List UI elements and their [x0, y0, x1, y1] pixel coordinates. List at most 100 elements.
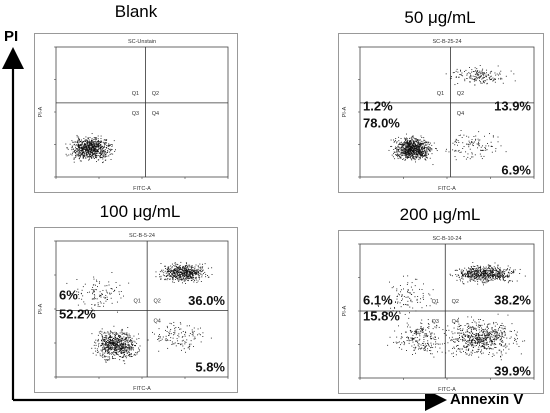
event-dot — [176, 263, 178, 265]
event-dot — [473, 279, 475, 281]
event-dot — [462, 337, 464, 339]
event-dot — [495, 336, 497, 338]
event-dot — [92, 286, 94, 288]
event-dot — [102, 146, 104, 148]
event-dot — [476, 279, 478, 280]
event-dot — [196, 282, 198, 284]
event-dot — [115, 348, 117, 350]
event-dot — [71, 154, 73, 156]
event-dot — [111, 272, 113, 273]
event-dot — [118, 348, 120, 350]
event-dot — [82, 141, 84, 143]
event-dot — [400, 336, 402, 338]
event-dot — [73, 150, 75, 152]
event-dot — [90, 152, 92, 154]
event-dot — [504, 330, 505, 332]
event-dot — [117, 338, 119, 340]
event-dot — [179, 272, 181, 273]
event-dot — [113, 341, 115, 343]
event-dot — [108, 144, 110, 146]
event-dot — [524, 275, 526, 277]
event-dot — [128, 335, 130, 337]
event-dot — [462, 278, 464, 280]
event-dot — [504, 345, 506, 347]
event-dot — [462, 271, 464, 273]
event-dot — [417, 151, 419, 153]
event-dot — [490, 272, 492, 273]
event-dot — [425, 152, 427, 154]
event-dot — [82, 148, 84, 150]
event-dot — [461, 72, 463, 74]
event-dot — [402, 148, 404, 150]
event-dot — [470, 269, 472, 271]
event-dot — [469, 327, 471, 329]
event-dot — [400, 333, 402, 335]
event-dot — [109, 293, 111, 295]
event-dot — [393, 341, 395, 343]
event-dot — [461, 330, 463, 332]
event-dot — [115, 345, 117, 347]
event-dot — [123, 360, 125, 362]
event-dot — [101, 328, 103, 330]
event-dot — [470, 280, 472, 282]
event-dot — [126, 340, 128, 342]
event-dot — [101, 148, 103, 150]
event-dot — [423, 146, 425, 147]
event-dot — [192, 335, 194, 337]
event-dot — [90, 155, 92, 157]
event-dot — [99, 155, 101, 157]
event-dot — [420, 143, 422, 145]
event-dot — [463, 350, 465, 352]
event-dot — [482, 271, 483, 273]
event-dot — [123, 352, 125, 354]
event-dot — [90, 149, 92, 151]
event-dot — [192, 272, 194, 274]
event-dot — [123, 295, 124, 297]
event-dot — [458, 142, 460, 143]
event-dot — [472, 156, 474, 158]
event-dot — [119, 351, 121, 353]
event-dot — [182, 271, 184, 273]
event-dot — [454, 144, 456, 146]
event-dot — [95, 150, 97, 152]
event-dot — [133, 349, 134, 351]
event-dot — [124, 356, 126, 358]
event-dot — [495, 331, 497, 333]
event-dot — [105, 332, 107, 334]
event-dot — [81, 141, 83, 143]
event-dot — [85, 144, 87, 145]
event-dot — [188, 335, 190, 337]
event-dot — [190, 277, 192, 279]
event-dot — [400, 306, 402, 308]
event-dot — [94, 291, 95, 293]
event-dot — [96, 161, 97, 163]
event-dot — [91, 289, 93, 290]
event-dot — [86, 143, 88, 145]
event-dot — [483, 341, 485, 343]
event-dot — [104, 343, 106, 345]
event-dot — [95, 137, 97, 139]
event-dot — [86, 149, 88, 151]
event-dot — [428, 145, 430, 147]
event-dot — [473, 278, 475, 280]
event-dot — [420, 298, 421, 300]
event-dot — [109, 330, 111, 332]
event-dot — [420, 344, 422, 346]
event-dot — [510, 280, 512, 282]
event-dot — [105, 300, 107, 302]
event-dot — [120, 339, 122, 341]
event-dot — [123, 343, 125, 345]
event-dot — [93, 148, 95, 150]
event-dot — [468, 348, 470, 350]
event-dot — [467, 340, 469, 342]
event-dot — [417, 340, 419, 342]
event-dot — [474, 280, 476, 282]
event-dot — [185, 278, 187, 280]
event-dot — [433, 333, 435, 335]
event-dot — [414, 333, 416, 335]
event-dot — [81, 148, 83, 150]
event-dot — [474, 154, 476, 156]
event-dot — [479, 343, 480, 345]
event-dot — [471, 341, 473, 342]
event-dot — [463, 283, 465, 285]
